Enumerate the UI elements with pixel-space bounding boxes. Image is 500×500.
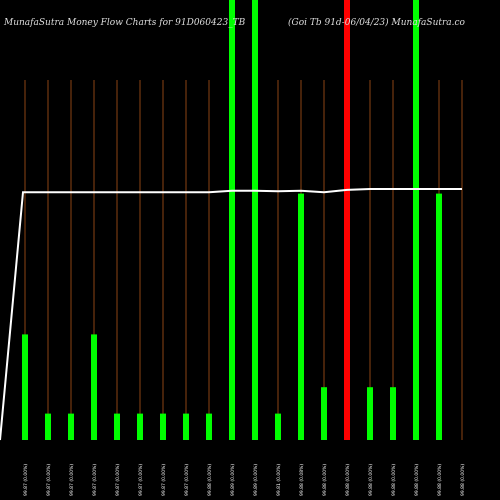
flow-bar — [114, 413, 120, 440]
flow-bar — [298, 193, 304, 440]
flow-bar — [275, 413, 281, 440]
flow-bar — [344, 0, 350, 440]
x-tick-label: 99.88 (0.00%) — [345, 464, 351, 496]
x-tick-label: 99.88 (0.00%) — [460, 464, 466, 496]
flow-bar — [160, 413, 166, 440]
x-tick-label: 99.89 (0.00%) — [253, 464, 259, 496]
x-tick-label: 99.89 (0.00%) — [230, 464, 236, 496]
flow-bar — [390, 387, 396, 440]
x-tick-label: 99.87 (0.00%) — [46, 464, 52, 496]
x-tick-label: 99.87 (0.00%) — [184, 464, 190, 496]
flow-bar — [45, 413, 51, 440]
x-tick-label: 99.87 (0.00%) — [69, 464, 75, 496]
x-tick-label: 99.88 (0.00%) — [322, 464, 328, 496]
x-tick-label: 99.87 (0.00%) — [161, 464, 167, 496]
x-tick-label: 99.87 (0.00%) — [23, 464, 29, 496]
flow-bar — [91, 334, 97, 440]
flow-bar — [436, 193, 442, 440]
flow-bar — [229, 0, 235, 440]
x-tick-label: 99.88 (0.08%) — [299, 464, 305, 496]
flow-bar — [252, 0, 258, 440]
flow-bar — [413, 0, 419, 440]
flow-bar — [137, 413, 143, 440]
x-tick-label: 99.88 (0.00%) — [437, 464, 443, 496]
x-tick-label: 99.88 (0.00%) — [414, 464, 420, 496]
chart-title: MunafaSutra Money Flow Charts for 91D060… — [4, 18, 246, 28]
flow-bar — [367, 387, 373, 440]
chart-subtitle: (Goi Tb 91d-06/04/23) MunafaSutra.co — [288, 18, 465, 28]
price-line — [0, 188, 462, 441]
x-tick-label: 99.88 (0.00%) — [207, 464, 213, 496]
x-tick-label: 99.87 (0.00%) — [92, 464, 98, 496]
x-tick-label: 99.87 (0.00%) — [115, 464, 121, 496]
x-tick-label: 99.87 (0.00%) — [138, 464, 144, 496]
flow-bar — [22, 334, 28, 440]
x-tick-label: 99.88 (0.00%) — [391, 464, 397, 496]
flow-bar — [321, 387, 327, 440]
flow-bar — [68, 413, 74, 440]
flow-bar — [206, 413, 212, 440]
flow-bar — [183, 413, 189, 440]
x-tick-label: 99.88 (0.00%) — [368, 464, 374, 496]
x-tick-label: 99.81 (0.00%) — [276, 464, 282, 496]
